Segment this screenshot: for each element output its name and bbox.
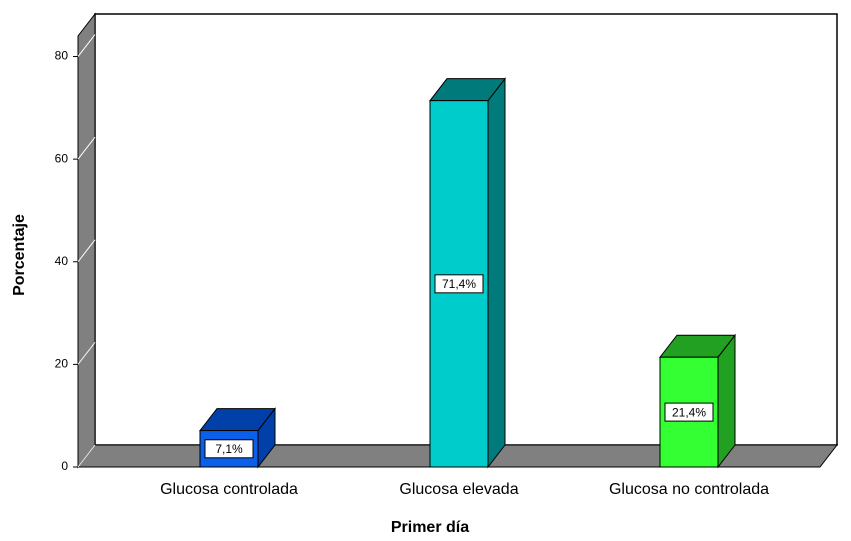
y-tick-label: 0 xyxy=(61,459,68,473)
grid-line xyxy=(77,342,96,365)
y-tick-label: 20 xyxy=(55,357,69,371)
value-label-box xyxy=(664,402,714,422)
bar-side xyxy=(487,77,506,469)
y-tick-label: 60 xyxy=(55,151,69,165)
x-tick-label: Glucosa controlada xyxy=(160,481,298,498)
bar-side xyxy=(717,333,736,469)
value-label-box xyxy=(204,439,254,459)
grid-line xyxy=(77,34,96,57)
x-tick-label: Glucosa no controlada xyxy=(609,481,769,498)
value-label: 21,4% xyxy=(672,405,706,419)
value-label-box xyxy=(434,274,484,294)
left-wall xyxy=(77,12,96,469)
grid-line xyxy=(77,239,96,263)
grid-line xyxy=(77,136,96,160)
y-tick-label: 40 xyxy=(55,254,69,268)
grid-line xyxy=(77,444,96,468)
y-axis-title: Porcentaje xyxy=(11,214,28,296)
y-tick-label: 80 xyxy=(55,49,69,63)
value-label: 71,4% xyxy=(442,277,476,291)
value-label: 7,1% xyxy=(215,442,243,456)
x-axis-title: Primer día xyxy=(391,519,469,536)
x-tick-label: Glucosa elevada xyxy=(399,481,518,498)
